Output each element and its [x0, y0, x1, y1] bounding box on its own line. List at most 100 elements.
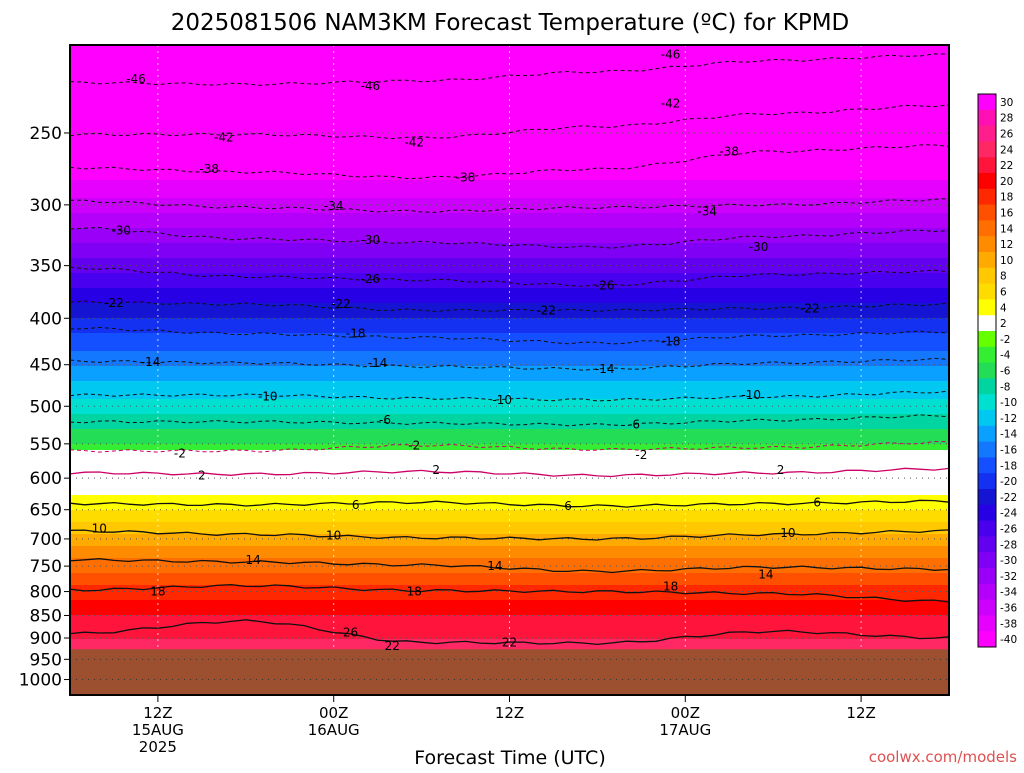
- colorbar-swatch: [978, 615, 996, 632]
- colorbar-label: 22: [1000, 160, 1013, 172]
- colorbar-swatch: [978, 441, 996, 458]
- contour-label: -22: [800, 301, 820, 315]
- y-tick-label: 850: [30, 606, 62, 626]
- temperature-band: [70, 402, 949, 406]
- y-tick-label: 300: [30, 196, 62, 216]
- colorbar-label: -18: [1000, 460, 1017, 472]
- temperature-band: [70, 552, 949, 556]
- contour-label: -34: [324, 199, 344, 213]
- temperature-band: [70, 186, 949, 190]
- y-tick-label: 350: [30, 257, 62, 277]
- colorbar-label: -34: [1000, 587, 1017, 599]
- temperature-band: [70, 618, 949, 622]
- colorbar-swatch: [978, 141, 996, 158]
- temperature-band: [70, 492, 949, 496]
- colorbar-label: 24: [1000, 144, 1014, 156]
- y-tick-label: 450: [30, 356, 62, 376]
- temperature-band: [70, 450, 949, 454]
- colorbar-swatch: [978, 457, 996, 474]
- contour-label: -30: [749, 240, 769, 254]
- contour-label: -34: [697, 204, 717, 218]
- temperature-band: [70, 312, 949, 316]
- temperature-band: [70, 522, 949, 526]
- temperature-band: [70, 66, 949, 70]
- contour-label: 18: [150, 585, 165, 599]
- temperature-band: [70, 192, 949, 196]
- colorbar-label: -12: [1000, 413, 1017, 425]
- temperature-band: [70, 414, 949, 418]
- colorbar-swatch: [978, 410, 996, 427]
- colorbar-swatch: [978, 346, 996, 363]
- colorbar-swatch: [978, 489, 996, 506]
- y-tick-label: 250: [30, 124, 62, 144]
- contour-label: 14: [487, 559, 502, 573]
- isotherm-line: [70, 357, 949, 371]
- temperature-band: [70, 336, 949, 340]
- temperature-band: [70, 204, 949, 208]
- temperature-band: [70, 642, 949, 646]
- colorbar-swatch: [978, 157, 996, 174]
- temperature-band: [70, 96, 949, 100]
- temperature-band: [70, 126, 949, 130]
- temperature-band: [70, 576, 949, 580]
- isotherm-line: [70, 104, 949, 140]
- colorbar-swatch: [978, 331, 996, 348]
- temperature-band: [70, 60, 949, 64]
- contour-label: -46: [661, 48, 681, 62]
- colorbar-label: -24: [1000, 508, 1017, 520]
- colorbar-swatch: [978, 267, 996, 284]
- contour-label: -26: [595, 278, 615, 292]
- temperature-band: [70, 348, 949, 352]
- colorbar-swatch: [978, 252, 996, 269]
- temperature-band: [70, 282, 949, 286]
- colorbar-label: 20: [1000, 176, 1013, 188]
- temperature-band: [70, 144, 949, 148]
- contour-label: -10: [741, 388, 761, 402]
- isotherm-line: [70, 529, 949, 541]
- temperature-band: [70, 510, 949, 514]
- isotherm-line: [70, 226, 949, 249]
- credit: coolwx.com/models: [869, 748, 1017, 766]
- y-tick-label: 500: [30, 397, 62, 417]
- y-tick-label: 550: [30, 435, 62, 455]
- temperature-band: [70, 306, 949, 310]
- colorbar-swatch: [978, 220, 996, 237]
- isotherm-line: [70, 390, 949, 402]
- contour-label: -38: [199, 162, 219, 176]
- contour-label: -6: [628, 418, 640, 432]
- y-tick-label: 800: [30, 583, 62, 603]
- colorbar-frame: [977, 93, 997, 648]
- ground: [70, 649, 949, 695]
- temperature-band: [70, 132, 949, 136]
- temperature-band: [70, 432, 949, 436]
- colorbar-label: -36: [1000, 603, 1017, 615]
- isotherm-line: [70, 414, 949, 427]
- isotherm-line: [70, 53, 949, 86]
- contour-label: -46: [361, 79, 381, 93]
- contour-label: 18: [407, 585, 422, 599]
- contour-labels: -46 -46 -46 -42 -42 -42 -38 -38 -38 -34 -34 -30 -30 -…: [92, 48, 821, 653]
- temperature-band: [70, 372, 949, 376]
- colorbar-label: 12: [1000, 239, 1013, 251]
- y-tick-label: 700: [30, 530, 62, 550]
- isotherm-line: [70, 499, 949, 508]
- contour-label: -22: [331, 297, 351, 311]
- colorbar-swatch: [978, 599, 996, 616]
- colorbar-swatch: [978, 125, 996, 142]
- temperature-band: [70, 174, 949, 178]
- temperature-band: [70, 270, 949, 274]
- temperature-band: [70, 234, 949, 238]
- temperature-band: [70, 504, 949, 508]
- temperature-band: [70, 480, 949, 484]
- temperature-band: [70, 378, 949, 382]
- temperature-band: [70, 180, 949, 184]
- colorbar-label: 10: [1000, 255, 1013, 267]
- temperature-band: [70, 366, 949, 370]
- temperature-band: [70, 318, 949, 322]
- y-tick-label: 950: [30, 650, 62, 670]
- contour-label: -42: [661, 97, 681, 111]
- colorbar-label: -38: [1000, 618, 1017, 630]
- contour-label: 2: [198, 469, 206, 483]
- temperature-band: [70, 84, 949, 88]
